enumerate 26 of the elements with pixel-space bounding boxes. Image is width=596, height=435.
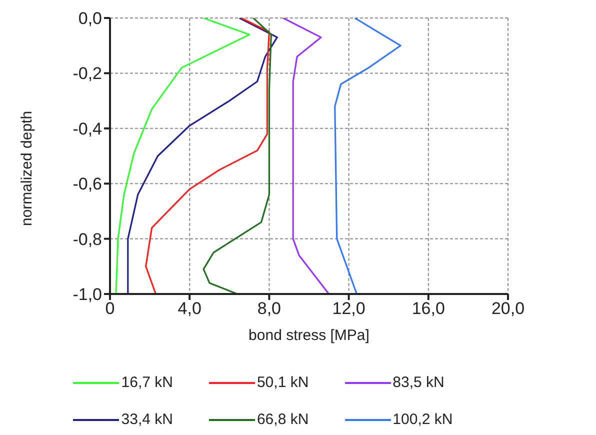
x-tick-label: 20,0: [491, 299, 525, 318]
legend-label: 33,4 kN: [121, 411, 173, 428]
y-tick-label: -1,0: [72, 285, 102, 304]
y-tick-label: -0,8: [72, 230, 102, 249]
line-series: [127, 18, 278, 294]
legend-label: 50,1 kN: [256, 374, 309, 391]
x-tick-label: 4,0: [178, 299, 202, 318]
legend-label: 83,5 kN: [392, 374, 444, 391]
line-series: [115, 18, 250, 294]
y-tick-label: -0,6: [72, 174, 102, 194]
legend-label: 100,2 kN: [392, 411, 453, 428]
line-series: [282, 18, 330, 294]
x-axis-title: bond stress [MPa]: [248, 327, 370, 344]
y-tick-label: 0,0: [78, 9, 102, 28]
x-tick-label: 8,0: [257, 299, 282, 318]
legend-label: 66,8 kN: [256, 411, 309, 428]
x-tick-label: 16,0: [412, 299, 445, 318]
line-series: [334, 18, 402, 294]
line-series: [202, 18, 272, 294]
x-tick-label: 0: [105, 299, 115, 318]
x-tick-label: 12,0: [332, 299, 366, 318]
line-series: [145, 18, 270, 294]
y-tick-label: -0,2: [72, 64, 102, 84]
y-axis-title: normalized depth: [18, 110, 36, 226]
y-tick-label: -0,4: [72, 119, 102, 138]
legend-label: 16,7 kN: [121, 374, 173, 391]
